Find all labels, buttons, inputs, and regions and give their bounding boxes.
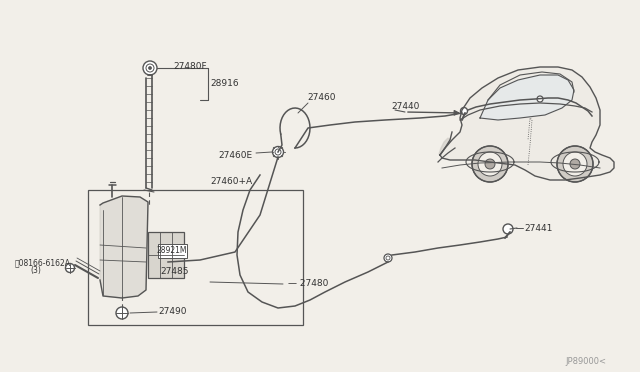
Text: 28921M: 28921M	[157, 246, 188, 254]
Text: 27460E: 27460E	[218, 151, 252, 160]
Polygon shape	[439, 138, 450, 155]
Circle shape	[485, 159, 495, 169]
Text: Ⓑ08166-6162A: Ⓑ08166-6162A	[15, 259, 71, 267]
Text: JP89000<: JP89000<	[565, 357, 606, 366]
Circle shape	[570, 159, 580, 169]
Text: 28916: 28916	[210, 78, 239, 87]
Bar	[88, 190, 303, 325]
Text: 27441: 27441	[524, 224, 552, 232]
Polygon shape	[440, 67, 614, 180]
Circle shape	[503, 224, 513, 234]
Polygon shape	[480, 75, 574, 120]
Circle shape	[478, 152, 502, 176]
Text: 27480F: 27480F	[173, 61, 207, 71]
Circle shape	[116, 307, 128, 319]
Circle shape	[461, 108, 467, 115]
Circle shape	[472, 146, 508, 182]
Polygon shape	[100, 196, 148, 298]
Circle shape	[143, 61, 157, 75]
Text: 27460: 27460	[307, 93, 335, 102]
Text: 27440: 27440	[391, 102, 419, 110]
Circle shape	[65, 263, 74, 273]
Text: 27490: 27490	[158, 308, 186, 317]
Circle shape	[563, 152, 587, 176]
FancyBboxPatch shape	[157, 244, 186, 257]
Circle shape	[557, 146, 593, 182]
Text: 27460+A: 27460+A	[210, 176, 252, 186]
Bar	[148, 232, 184, 278]
Text: 27485: 27485	[161, 267, 189, 276]
Circle shape	[384, 254, 392, 262]
Text: (3): (3)	[30, 266, 41, 276]
Circle shape	[537, 96, 543, 102]
Circle shape	[273, 147, 284, 157]
Circle shape	[148, 67, 152, 70]
Text: — 27480: — 27480	[288, 279, 328, 289]
